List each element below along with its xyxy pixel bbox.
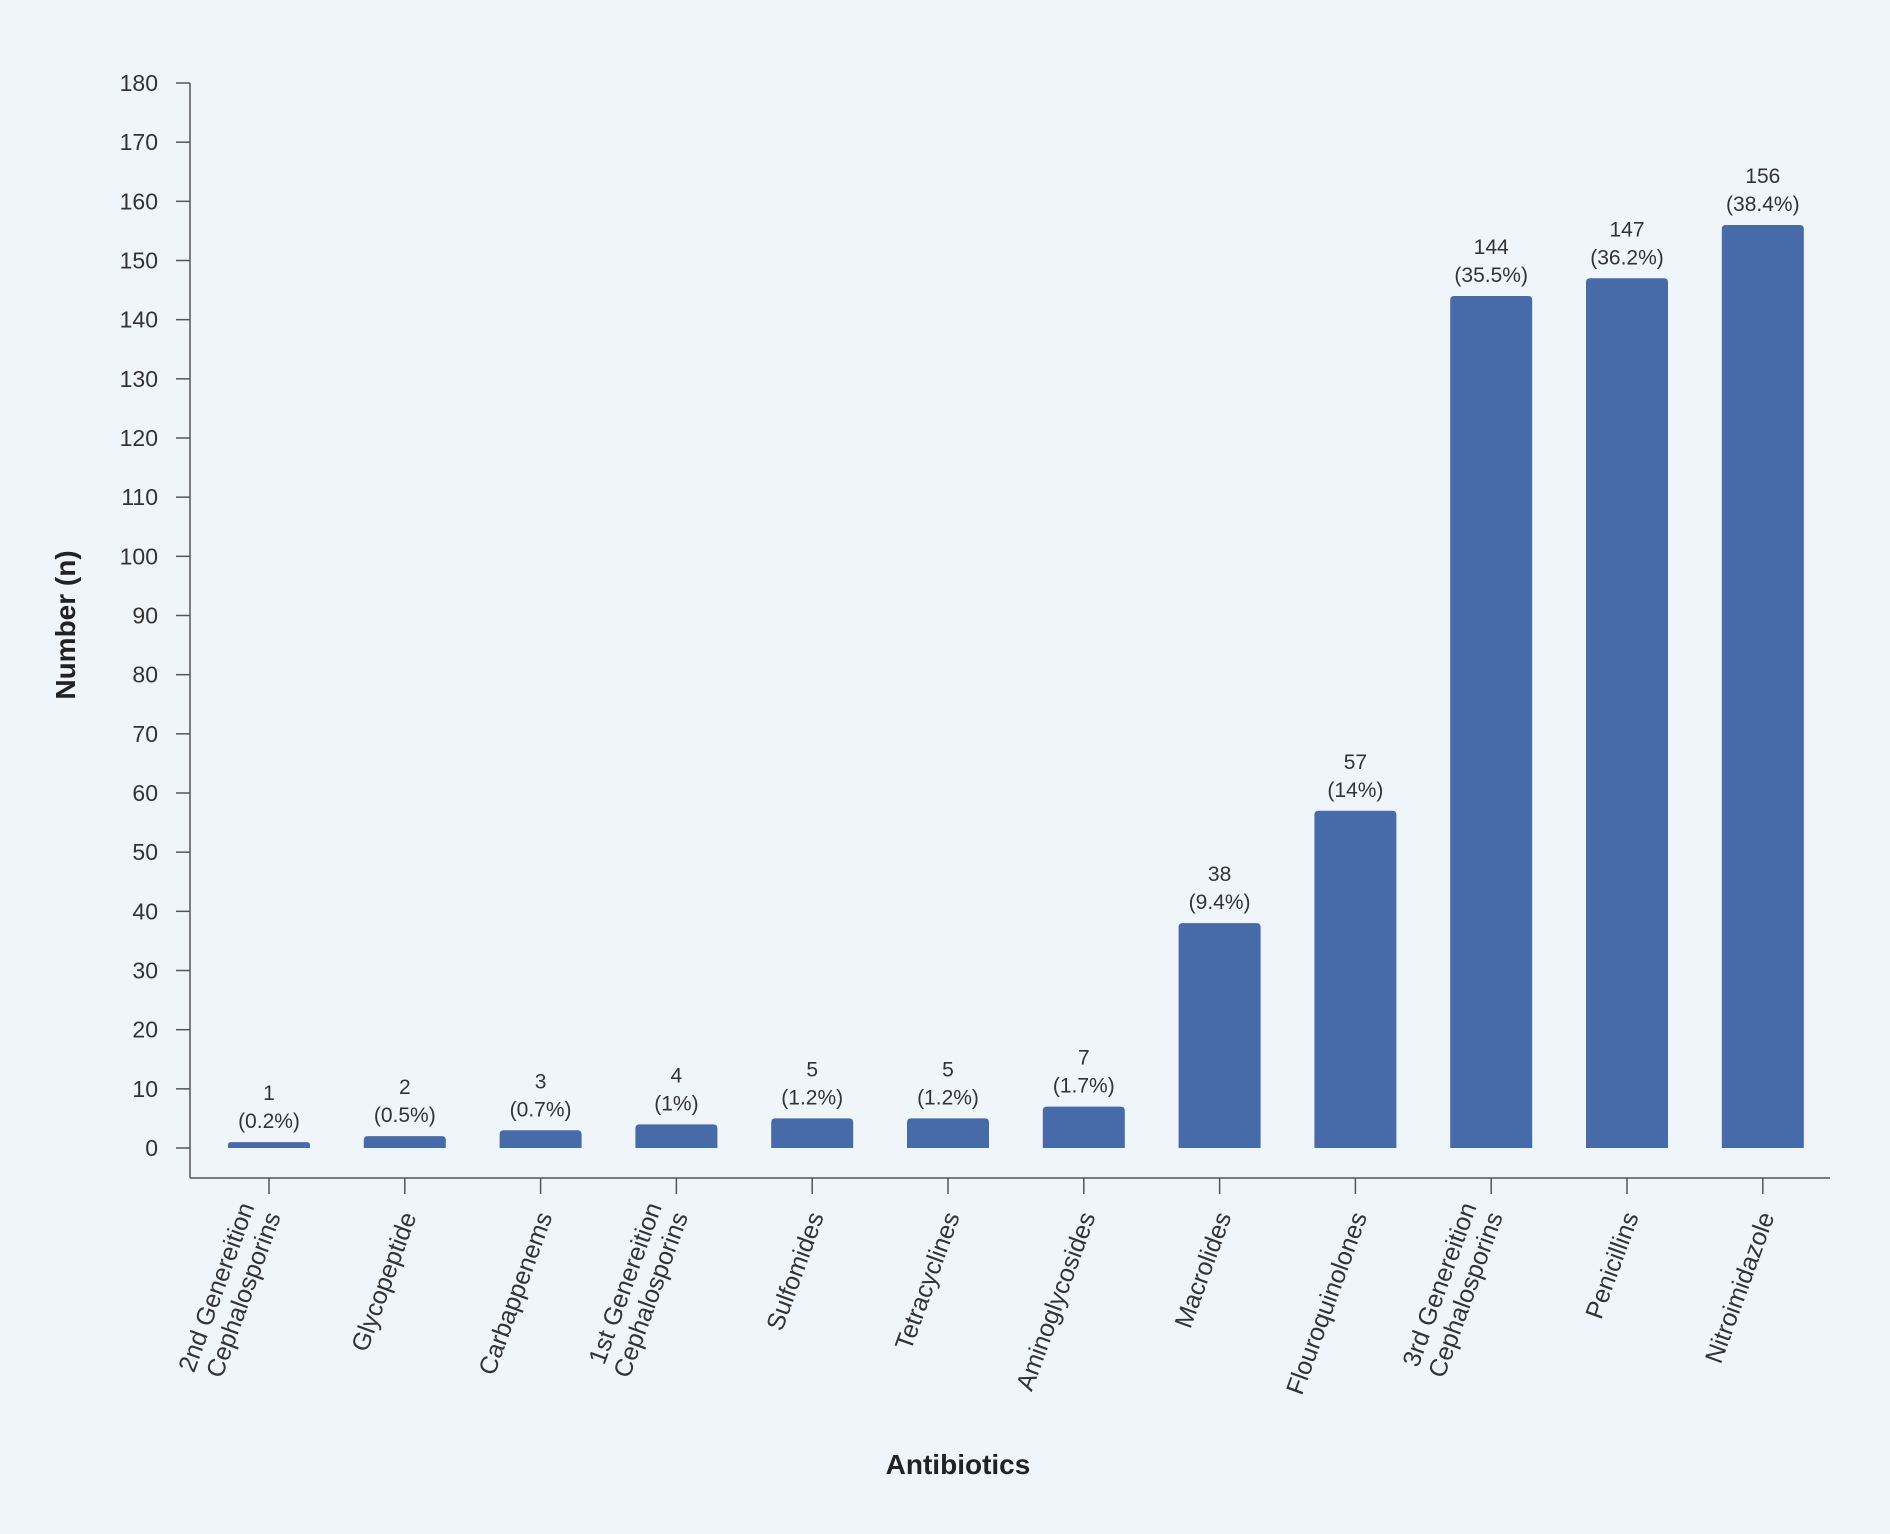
y-tick-label: 110: [121, 484, 158, 510]
bar-value-label: 57: [1344, 751, 1367, 774]
bar: [363, 1136, 446, 1148]
y-axis: 0 10 20 30 40 50 60 70 80 90 100 110 120 130 140 150 160…: [120, 70, 191, 1178]
y-tick-label: 160: [120, 188, 158, 214]
bar-percent-label: (38.4%): [1726, 193, 1800, 216]
bar-value-label: 147: [1609, 218, 1644, 241]
bar-percent-label: (14%): [1327, 779, 1383, 802]
x-category-label: Carbappenems: [473, 1208, 558, 1378]
x-category-label: Macrolides: [1170, 1208, 1238, 1331]
y-tick-label: 150: [120, 248, 158, 274]
bar-percent-label: (1%): [654, 1092, 698, 1115]
y-tick-label: 140: [120, 307, 158, 333]
x-category-label: Flouroquinolones: [1281, 1208, 1373, 1398]
y-tick-label: 90: [132, 603, 158, 629]
bar-percent-label: (1.2%): [917, 1086, 979, 1109]
bar: [1586, 278, 1668, 1148]
y-tick-label: 80: [132, 662, 158, 688]
y-tick-label: 70: [132, 721, 158, 747]
bar: [1450, 296, 1533, 1148]
bar-value-label: 4: [671, 1064, 683, 1087]
bar-value-label: 156: [1745, 165, 1780, 188]
bar: [635, 1124, 718, 1148]
x-category-label-line: Nitroimidazole: [1700, 1208, 1780, 1366]
bar: [499, 1130, 582, 1148]
x-category-label: 2nd GenereitionCephalosporins: [173, 1199, 286, 1385]
bar-percent-label: (9.4%): [1189, 891, 1251, 914]
x-category-label: Tetracyclines: [890, 1208, 966, 1353]
bar-percent-label: (1.7%): [1053, 1075, 1115, 1098]
x-category-label-line: Aminoglycosides: [1011, 1208, 1101, 1394]
bar-value-label: 3: [535, 1070, 547, 1093]
bar: [1178, 923, 1261, 1148]
y-tick-label: 120: [120, 425, 158, 451]
x-category-label-line: Sulfomides: [761, 1208, 830, 1334]
x-category-label-line: Glycopeptide: [346, 1208, 422, 1355]
y-tick-label: 180: [120, 70, 158, 96]
y-tick-label: 100: [120, 543, 158, 569]
x-category-label: Sulfomides: [761, 1208, 830, 1334]
x-category-label-line: Penicillins: [1580, 1208, 1644, 1322]
x-axis-title: Antibiotics: [886, 1449, 1031, 1480]
x-category-label-line: Macrolides: [1170, 1208, 1238, 1331]
y-tick-label: 0: [145, 1135, 158, 1161]
x-axis: 2nd GenereitionCephalosporins Glycopeptid…: [173, 1177, 1830, 1398]
x-category-label: 1st GenereitionCephalosporins: [582, 1199, 694, 1381]
x-category-label-line: Tetracyclines: [890, 1208, 966, 1353]
bar-value-label: 1: [263, 1082, 275, 1105]
x-category-label: Glycopeptide: [346, 1208, 422, 1355]
x-category-label-line: Flouroquinolones: [1281, 1208, 1373, 1398]
y-tick-label: 130: [120, 366, 158, 392]
y-tick-label: 20: [132, 1017, 158, 1043]
bar-value-label: 5: [806, 1058, 818, 1081]
y-tick-label: 40: [132, 898, 158, 924]
bar-percent-label: (35.5%): [1454, 264, 1528, 287]
x-category-label-line: Carbappenems: [473, 1208, 558, 1378]
bars-group: [228, 225, 1804, 1148]
bar: [771, 1118, 854, 1148]
x-category-label: Nitroimidazole: [1700, 1208, 1780, 1366]
bar: [907, 1118, 989, 1148]
bar: [1721, 225, 1804, 1148]
x-category-label: Penicillins: [1580, 1208, 1644, 1322]
bar-percent-label: (1.2%): [781, 1086, 843, 1109]
y-axis-title: Number (n): [50, 550, 81, 699]
bar: [228, 1142, 310, 1148]
y-tick-label: 170: [120, 129, 158, 155]
bar: [1042, 1106, 1125, 1148]
y-tick-label: 30: [132, 958, 158, 984]
bar-percent-label: (0.7%): [510, 1098, 572, 1121]
x-category-label: 3rd GenereitionCephalosporins: [1397, 1199, 1509, 1381]
y-tick-label: 60: [132, 780, 158, 806]
bar-percent-label: (0.5%): [374, 1104, 436, 1127]
bar-percent-label: (36.2%): [1590, 246, 1664, 269]
bar-percent-label: (0.2%): [238, 1110, 300, 1133]
bar-value-label: 2: [399, 1076, 411, 1099]
data-labels-group: 1 (0.2%) 2 (0.5%) 3 (0.7%) 4 (1%) 5 (1.2%) 5 (1.2%)…: [238, 165, 1799, 1133]
bar-value-label: 38: [1208, 863, 1231, 886]
y-tick-label: 10: [132, 1076, 158, 1102]
bar: [1314, 810, 1397, 1148]
bar-value-label: 5: [942, 1058, 954, 1081]
y-tick-label: 50: [132, 839, 158, 865]
x-category-label: Aminoglycosides: [1011, 1208, 1101, 1394]
bar-value-label: 7: [1078, 1047, 1090, 1070]
bar-value-label: 144: [1474, 236, 1509, 259]
